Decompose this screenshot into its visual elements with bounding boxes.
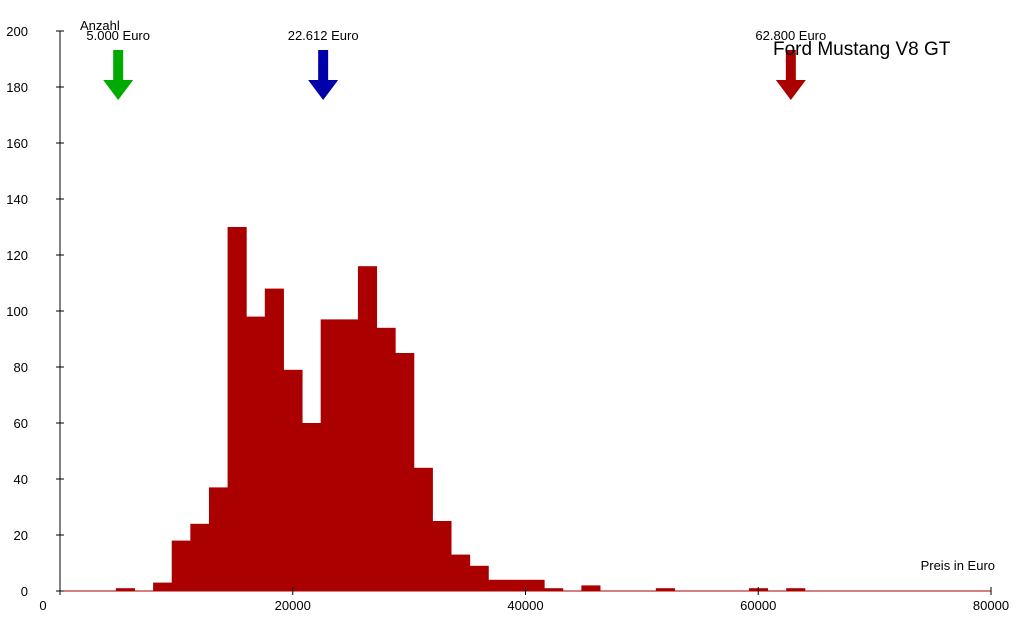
histogram-bar-20 — [506, 579, 526, 591]
x-tick-label-4: 80000 — [973, 598, 1009, 613]
histogram-bar-3 — [190, 523, 210, 591]
histogram-bar-26 — [786, 588, 806, 591]
x-tick-label-1: 20000 — [275, 598, 311, 613]
y-tick-label-8: 160 — [6, 136, 28, 151]
histogram-bar-0 — [115, 588, 135, 591]
axes-group: 0 20 40 60 80 100 120 140 160 180 200 0 20000 40000 60… — [6, 24, 1009, 613]
y-axis-title: Anzahl — [80, 18, 120, 33]
histogram-bar-11 — [339, 319, 359, 591]
histogram-bar-13 — [376, 327, 396, 591]
price-marker-arrow-2 — [775, 50, 806, 100]
histogram-bar-18 — [469, 565, 489, 591]
histogram-bar-9 — [302, 423, 322, 591]
histogram-bar-1 — [153, 582, 173, 591]
histogram-bar-17 — [451, 554, 471, 591]
histogram-bar-6 — [246, 316, 266, 591]
histogram-bar-24 — [655, 588, 675, 591]
y-tick-label-3: 60 — [14, 416, 28, 431]
histogram-bar-23 — [581, 585, 601, 591]
price-marker-arrow-0 — [103, 50, 134, 100]
y-tick-label-9: 180 — [6, 80, 28, 95]
x-axis-title: Preis in Euro — [921, 558, 995, 573]
histogram-bar-14 — [395, 353, 415, 591]
histogram-bar-19 — [488, 579, 508, 591]
histogram-bar-16 — [432, 521, 452, 591]
histogram-bar-8 — [283, 369, 303, 591]
histogram-bar-2 — [171, 540, 191, 591]
histogram-bar-4 — [208, 487, 229, 591]
y-tick-label-1: 20 — [14, 528, 28, 543]
price-marker-label-2: 62.800 Euro — [755, 28, 826, 43]
price-marker-label-0: 5.000 Euro — [86, 28, 150, 43]
chart-title: Ford Mustang V8 GT — [773, 39, 951, 60]
x-tick-label-0: 0 — [39, 598, 46, 613]
histogram-bar-10 — [320, 319, 340, 591]
markers-group: 5.000 Euro 22.612 Euro 62.800 Euro — [86, 28, 826, 100]
y-tick-label-7: 140 — [6, 192, 28, 207]
price-marker-arrow-1 — [308, 50, 339, 100]
price-marker-label-1: 22.612 Euro — [288, 28, 359, 43]
histogram-bar-12 — [357, 266, 378, 591]
histogram-bar-21 — [525, 579, 545, 591]
y-tick-label-6: 120 — [6, 248, 28, 263]
y-tick-label-2: 40 — [14, 472, 28, 487]
histogram-bar-7 — [264, 288, 284, 591]
y-tick-label-10: 200 — [6, 24, 28, 39]
histogram-bar-22 — [544, 588, 564, 591]
x-tick-label-2: 40000 — [507, 598, 543, 613]
x-tick-label-3: 60000 — [740, 598, 776, 613]
y-tick-label-0: 0 — [21, 584, 28, 599]
bars-group — [115, 227, 806, 591]
y-tick-label-4: 80 — [14, 360, 28, 375]
y-tick-label-5: 100 — [6, 304, 28, 319]
histogram-bar-5 — [227, 227, 247, 591]
histogram-bar-15 — [413, 467, 433, 591]
